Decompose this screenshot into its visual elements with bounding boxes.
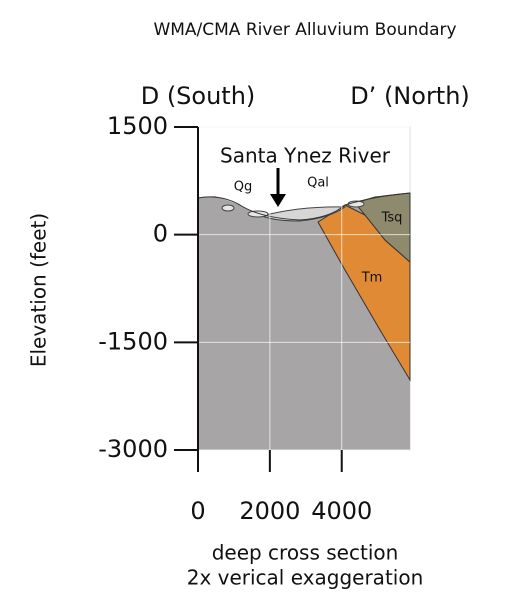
diagram: WMA/CMA River Alluvium Boundary D (South… bbox=[0, 0, 519, 597]
x-tick-label: 4000 bbox=[311, 497, 372, 525]
y-axis-label: Elevation (feet) bbox=[27, 213, 51, 367]
y-tick-label: -1500 bbox=[98, 327, 168, 355]
river-label: Santa Ynez River bbox=[220, 144, 391, 168]
y-tick-label: 1500 bbox=[107, 112, 168, 140]
left-end-label: D (South) bbox=[141, 82, 256, 110]
unit-label: Tsq bbox=[381, 211, 403, 226]
qg-unit bbox=[248, 211, 268, 217]
unit-label: Qg bbox=[234, 180, 252, 195]
unit-label: Tm bbox=[361, 271, 383, 286]
unit-label: Qal bbox=[307, 176, 329, 191]
caption: 2x verical exaggeration bbox=[187, 566, 424, 590]
title: WMA/CMA River Alluvium Boundary bbox=[153, 20, 456, 40]
right-end-label: D’ (North) bbox=[350, 82, 470, 110]
caption: deep cross section bbox=[212, 541, 399, 565]
y-tick-label: -3000 bbox=[98, 435, 168, 463]
qg-unit bbox=[222, 205, 234, 211]
cross-section bbox=[198, 127, 410, 450]
x-tick-label: 0 bbox=[190, 497, 205, 525]
y-tick-label: 0 bbox=[153, 220, 168, 248]
x-tick-label: 2000 bbox=[239, 497, 300, 525]
